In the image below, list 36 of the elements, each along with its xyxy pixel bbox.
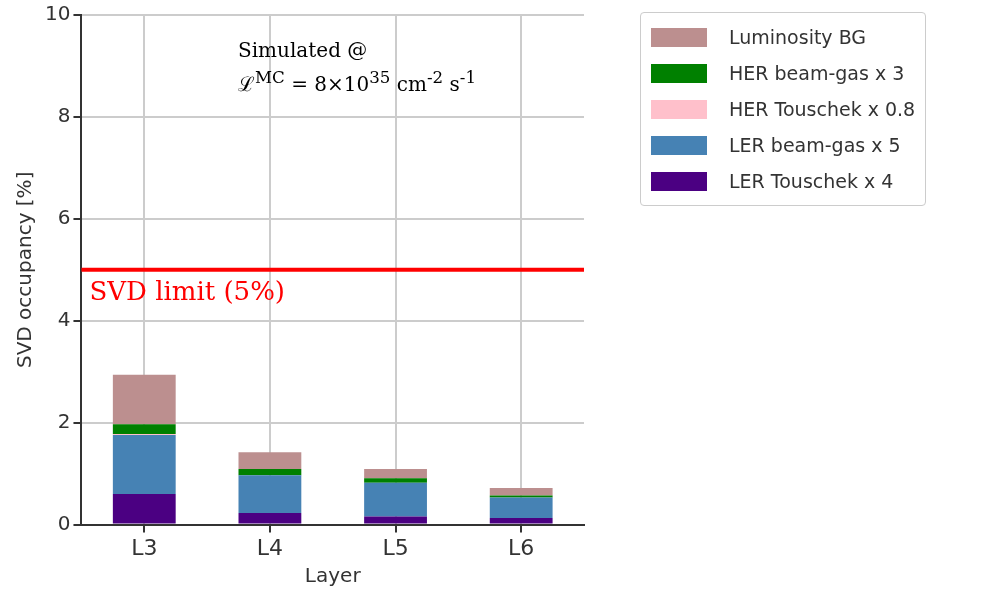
bar — [489, 495, 553, 498]
x-tick-label: L6 — [508, 534, 535, 560]
bar — [364, 469, 427, 479]
y-tick-label: 2 — [57, 408, 71, 433]
ref-line-label: SVD limit (5%) — [89, 275, 285, 306]
y-tick-label: 6 — [57, 205, 71, 230]
legend-label: HER Touschek x 0.8 — [729, 98, 916, 120]
y-tick-label: 4 — [57, 306, 71, 331]
bar — [238, 475, 302, 513]
bar — [112, 424, 176, 434]
bar — [112, 434, 176, 495]
y-tick-label: 0 — [57, 510, 71, 535]
y-axis-title: SVD occupancy [%] — [12, 171, 37, 369]
legend-label: Luminosity BG — [729, 26, 867, 48]
bar — [364, 482, 427, 517]
legend-label: HER beam-gas x 3 — [729, 62, 905, 84]
bar — [112, 494, 176, 524]
x-tick-label: L4 — [256, 534, 284, 560]
legend-label: LER Touschek x 4 — [729, 170, 894, 192]
y-tick-label: 10 — [45, 1, 71, 26]
bar — [489, 517, 553, 524]
annotation: Simulated @ — [238, 37, 369, 64]
y-tick-label: 8 — [57, 103, 71, 128]
bar — [489, 497, 553, 518]
bar — [238, 452, 302, 470]
bar — [238, 469, 302, 476]
x-tick-label: L5 — [382, 534, 409, 560]
annotation: ℒ$^{MC}$ = 8×10$^{35}$ cm$^{-2}$ s$^{-1}$ — [238, 67, 477, 98]
bar — [112, 374, 176, 425]
bar — [364, 516, 427, 524]
bar — [238, 512, 302, 524]
bar — [489, 487, 553, 496]
bar — [364, 478, 427, 483]
x-axis-title: Layer — [304, 563, 362, 588]
legend-label: LER beam-gas x 5 — [729, 134, 901, 156]
x-tick-label: L3 — [131, 534, 158, 560]
